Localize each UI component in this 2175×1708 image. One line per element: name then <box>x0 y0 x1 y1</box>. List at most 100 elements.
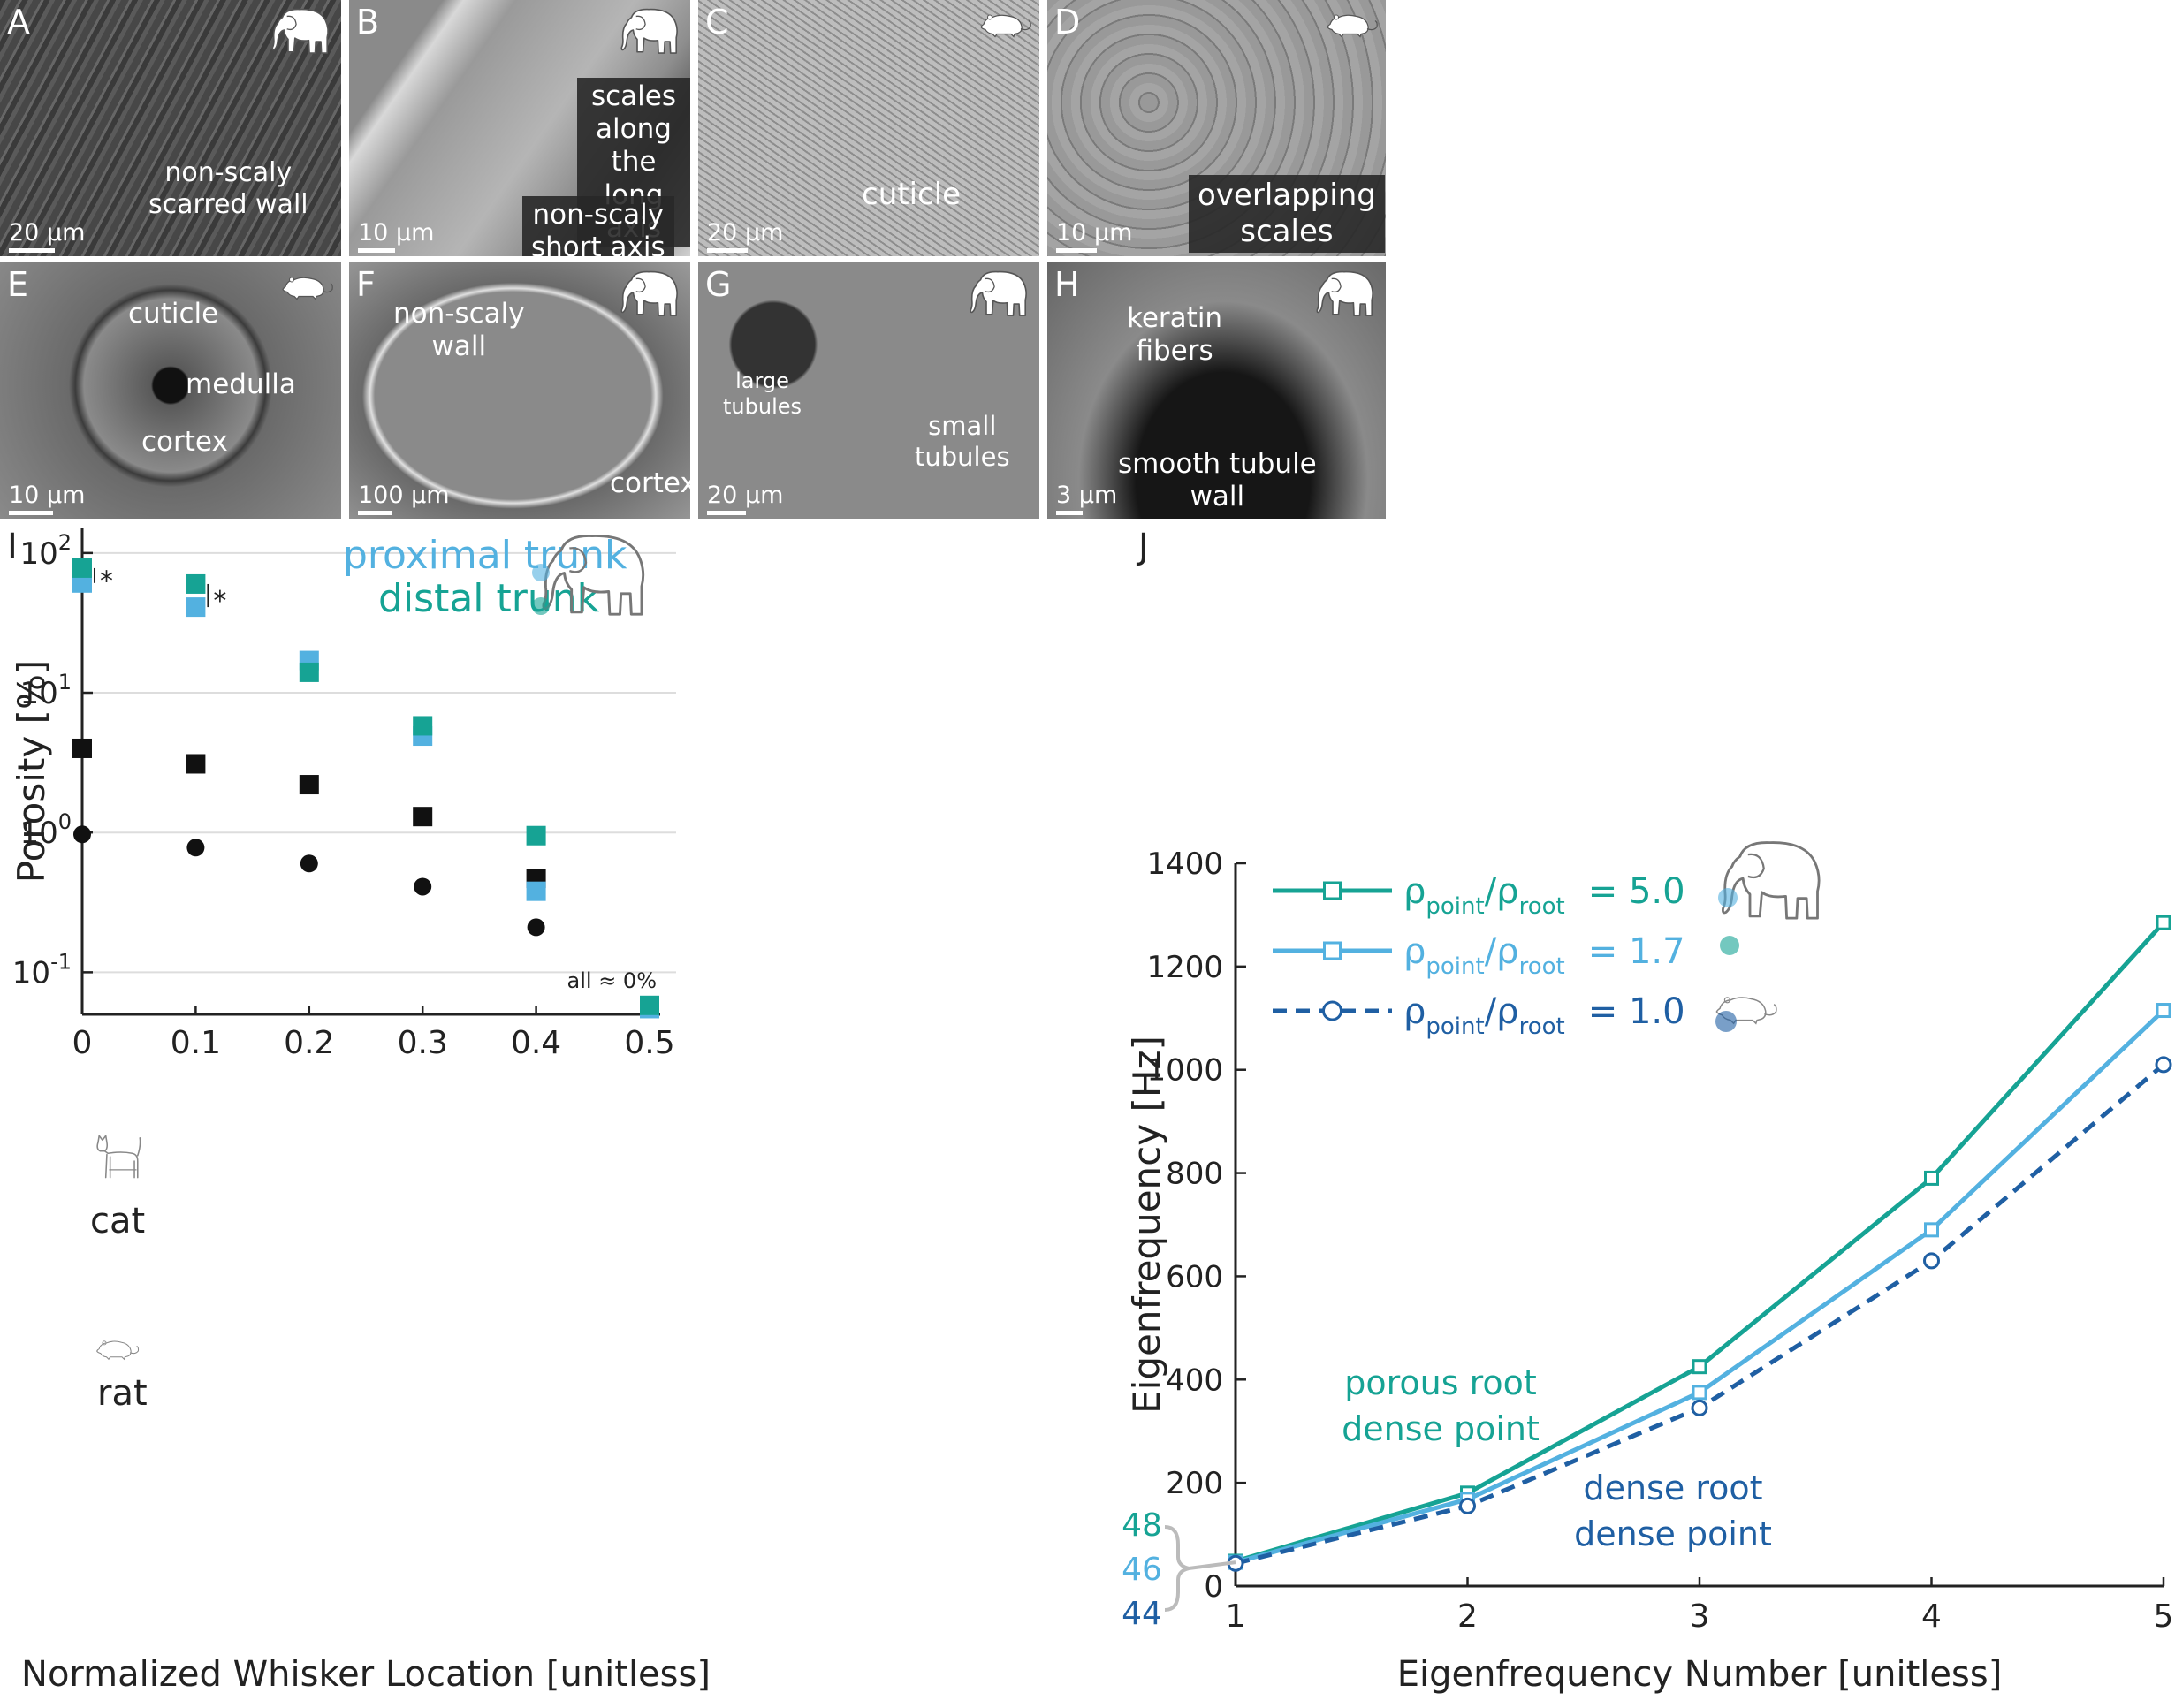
scale-bar: 10 μm <box>1056 219 1133 253</box>
x-tick-label: 0.4 <box>511 1025 561 1061</box>
x-tick-label: 0.3 <box>398 1025 448 1061</box>
y-tick-label: 400 <box>1166 1363 1223 1398</box>
data-point-1.0 <box>1923 1252 1940 1270</box>
proximal-marker <box>532 564 550 581</box>
legend-marker <box>1322 1000 1342 1021</box>
proximal-marker <box>1718 888 1738 907</box>
panel-letter: I <box>7 527 18 567</box>
scale-bar-label: 20 μm <box>9 219 86 247</box>
y-tick-label: 100 <box>19 809 72 851</box>
y-tick-label: 0 <box>1204 1569 1223 1605</box>
y-tick-label: 1200 <box>1146 950 1223 985</box>
micrograph-annotation: cuticle <box>862 177 962 212</box>
y-axis-title: Eigenfrequency [Hz] <box>1125 1036 1168 1414</box>
scale-bar-label: 10 μm <box>1056 219 1133 247</box>
data-point-rat <box>73 825 91 844</box>
panel-letter: G <box>705 265 732 304</box>
rat-label: rat <box>97 1373 148 1414</box>
significance-star: * <box>100 566 113 596</box>
x-tick-label: 2 <box>1457 1598 1478 1635</box>
micrograph-annotation: cortex <box>610 467 690 499</box>
legend-label: ρpoint/ρroot = 5.0 <box>1403 871 1685 920</box>
panel-letter: J <box>1136 527 1149 567</box>
data-point-distal-trunk <box>413 716 433 736</box>
micrograph-annotation: cortex <box>141 426 228 458</box>
x-axis-title: Eigenfrequency Number [unitless] <box>1397 1654 2003 1695</box>
micrograph-annotation: non-scaly wall <box>393 298 525 363</box>
panel-letter: A <box>7 3 30 42</box>
scale-bar-line <box>707 248 748 253</box>
elephant-icon <box>542 535 645 616</box>
data-point-distal-trunk <box>526 825 546 846</box>
rat-icon <box>96 1340 140 1361</box>
data-point-distal-trunk <box>299 662 319 682</box>
legend-label: ρpoint/ρroot = 1.7 <box>1403 931 1685 980</box>
scale-bar: 20 μm <box>707 482 784 515</box>
x-tick-label: 1 <box>1226 1598 1246 1635</box>
data-point-distal-trunk <box>640 995 659 1015</box>
x-tick-label: 3 <box>1690 1598 1710 1635</box>
scale-bar-line <box>9 248 55 253</box>
legend-label: ρpoint/ρroot = 1.0 <box>1403 991 1685 1040</box>
scale-bar: 100 μm <box>358 482 450 515</box>
distal-marker <box>532 597 550 615</box>
rat-icon <box>281 268 334 307</box>
panel-letter: D <box>1054 3 1081 42</box>
scale-bar-line <box>358 511 392 515</box>
micrograph-annotation: smooth tubule wall <box>1118 448 1317 513</box>
porous-root-annotation: porous root dense point <box>1342 1363 1540 1448</box>
scale-bar-label: 3 μm <box>1056 482 1118 509</box>
scale-bar-label: 100 μm <box>358 482 450 509</box>
x-tick-label: 0.1 <box>171 1025 221 1061</box>
data-point-cat <box>186 754 206 774</box>
data-point-rat <box>186 839 205 857</box>
scale-bar-label: 10 μm <box>358 219 435 247</box>
significance-star: * <box>213 586 226 617</box>
micrograph-texture <box>349 262 690 519</box>
distal-trunk-label: distal trunk <box>378 576 600 621</box>
rat-icon <box>1715 997 1777 1025</box>
panel-letter: B <box>356 3 380 42</box>
micrograph-annotation: keratin fibers <box>1127 302 1223 368</box>
data-point-distal-trunk <box>72 558 92 578</box>
x-tick-label: 0 <box>72 1025 93 1061</box>
rat-icon <box>979 5 1032 44</box>
micrograph-annotation: cuticle <box>128 298 219 330</box>
x-tick-label: 0.5 <box>624 1025 674 1061</box>
data-point-5.0 <box>1692 1359 1707 1375</box>
micrograph-annotation: overlapping scales <box>1189 175 1385 253</box>
scale-bar-line <box>358 248 395 253</box>
x-axis-title: Normalized Whisker Location [unitless] <box>21 1654 711 1695</box>
micrograph-texture <box>0 0 341 256</box>
data-point-5.0 <box>2156 915 2171 930</box>
eigenfrequency-chart: J 0 200 400 600 800 1000 1200 1400 1 2 3 4 5 Eigenfreq… <box>1122 527 2173 1695</box>
data-point-5.0 <box>1924 1170 1939 1186</box>
micrograph-texture <box>0 262 341 519</box>
y-tick-label: 101 <box>19 670 72 711</box>
data-point-1.7 <box>1924 1222 1939 1238</box>
cat-label: cat <box>90 1201 145 1241</box>
data-point-proximal-trunk <box>526 881 546 901</box>
y-tick-label: 1400 <box>1146 846 1223 882</box>
scale-bar-label: 20 μm <box>707 482 784 509</box>
series-line-5.0 <box>1235 921 2165 1564</box>
brace <box>1164 1525 1190 1612</box>
y-tick-label: 600 <box>1166 1259 1223 1294</box>
micrograph-annotation: large tubules <box>723 368 802 419</box>
data-point-proximal-trunk <box>72 573 92 593</box>
legend-marker <box>1323 941 1342 960</box>
panel-letter: E <box>7 265 29 304</box>
y-tick-label: 102 <box>19 530 72 572</box>
elephant-icon <box>614 268 683 321</box>
porosity-chart: I 102 101 100 10-10 0.1 0.2 0.3 0.4 0.5 Normalized… <box>7 527 711 1695</box>
micrograph-texture <box>698 0 1039 256</box>
panel-letter: C <box>705 3 729 42</box>
scale-bar: 3 μm <box>1056 482 1118 515</box>
